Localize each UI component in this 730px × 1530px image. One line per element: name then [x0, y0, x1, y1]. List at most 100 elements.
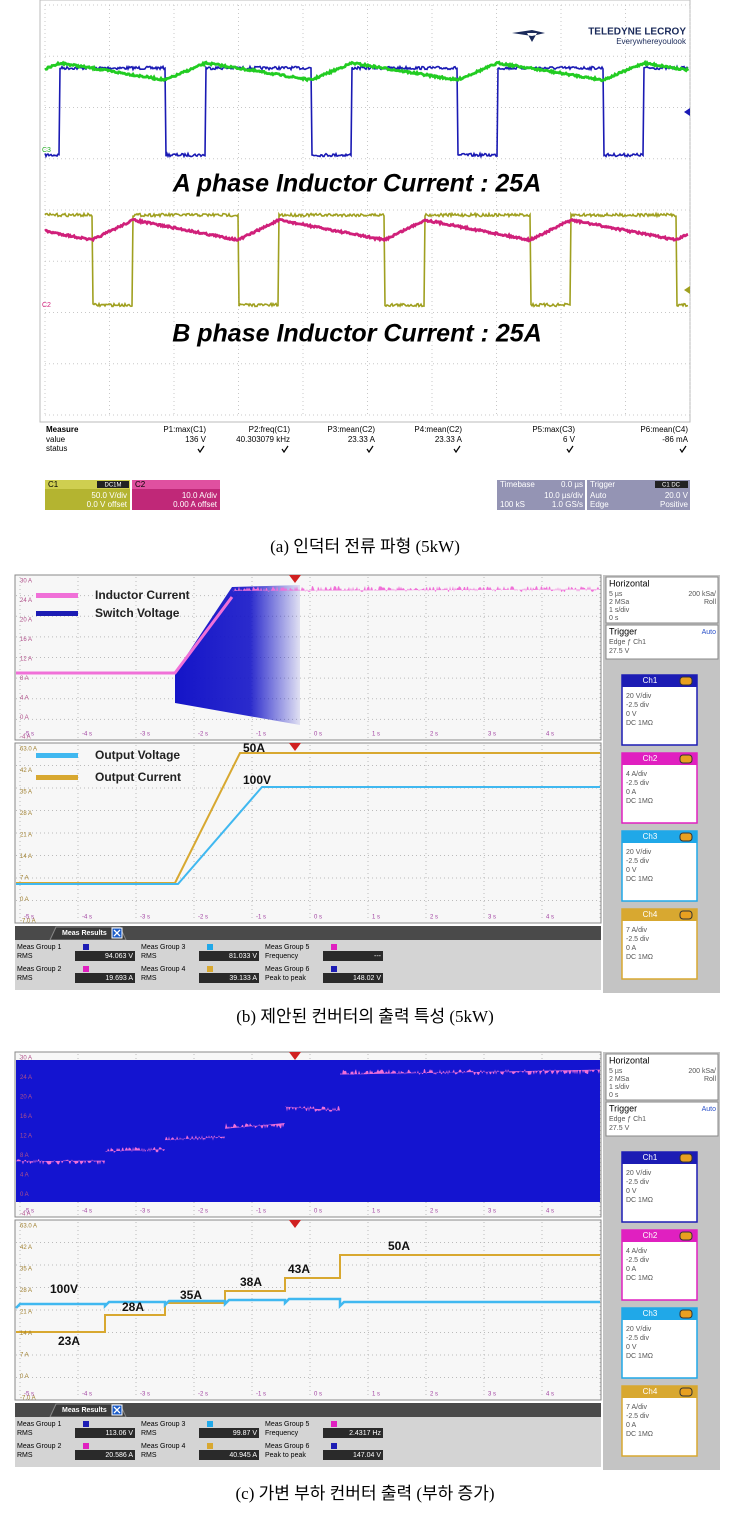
horizontal-line: 0 s [609, 1092, 619, 1099]
inductor-current-band [165, 1135, 225, 1141]
meas-value-bg [75, 951, 135, 961]
timebase-scale: 10.0 µs/div [544, 491, 583, 500]
channel-line: DC 1MΩ [626, 798, 653, 805]
y-tick-label: 28 A [20, 1288, 32, 1294]
y-tick-label: 14 A [20, 854, 32, 860]
legend-label: Output Voltage [95, 748, 180, 762]
channel-line: 0 A [626, 789, 636, 796]
channel-box-header [132, 480, 220, 489]
y-tick-label: -7.0 A [20, 1396, 36, 1402]
logo-tagline: Everywhereyoulook [616, 37, 687, 46]
meas-value-bg [199, 1428, 259, 1438]
meas-group-color [207, 1443, 213, 1449]
meas-value-bg [75, 973, 135, 983]
y-tick-label: -7.0 A [20, 919, 36, 925]
x-tick-label: -4 s [82, 1392, 92, 1398]
meas-value: 81.033 V [229, 953, 257, 960]
x-tick-label: -5 s [24, 1392, 34, 1398]
y-tick-label: 63.0 A [20, 1224, 37, 1230]
channel-header [622, 1308, 697, 1320]
measure-param: P3:mean(C2) [327, 425, 375, 434]
y-tick-label: 20 A [20, 1095, 32, 1101]
meas-value: 2.4317 Hz [349, 1430, 381, 1437]
x-tick-label: -4 s [82, 915, 92, 921]
meas-close-x [113, 1406, 121, 1414]
annotation: 38A [240, 1275, 262, 1289]
channel-offset: 0.00 A offset [173, 500, 218, 509]
trigger-type: Edge [590, 500, 609, 509]
meas-group-color [331, 944, 337, 950]
legend-label: Inductor Current [95, 588, 190, 602]
trigger-line: 27.5 V [609, 1125, 630, 1132]
meas-param: Frequency [265, 1430, 299, 1437]
legend-label: Output Current [95, 770, 181, 784]
level-marker [684, 286, 690, 294]
x-tick-label: 0 s [314, 1209, 322, 1215]
x-tick-label: -1 s [256, 915, 266, 921]
channel-line: -2.5 div [626, 702, 649, 709]
legend-swatch [36, 753, 78, 758]
y-tick-label: 0 A [20, 715, 29, 721]
channel-line: 7 A/div [626, 1404, 648, 1411]
inductor-current-band [232, 586, 600, 592]
meas-close-x [113, 929, 121, 937]
x-tick-label: 4 s [546, 1209, 554, 1215]
channel-offset: 0.0 V offset [87, 500, 128, 509]
channel-toggle [679, 676, 693, 686]
x-tick-label: -4 s [82, 1209, 92, 1215]
legend-swatch [36, 611, 78, 616]
trigger-level: 20.0 V [665, 491, 689, 500]
channel-toggle [679, 1231, 693, 1241]
horizontal-line: 5 µs [609, 1068, 623, 1075]
x-tick-label: 3 s [488, 915, 496, 921]
channel-line: DC 1MΩ [626, 876, 653, 883]
y-tick-label: 35 A [20, 1267, 32, 1273]
y-tick-label: 12 A [20, 657, 32, 663]
switch-waveform-a [44, 64, 689, 159]
channel-name: Ch2 [643, 1231, 658, 1240]
horizontal-box [605, 1053, 719, 1101]
channel-toggle [679, 910, 693, 920]
caption: (b) 제안된 컨버터의 출력 특성 (5kW) [236, 1007, 493, 1026]
status-check [566, 445, 574, 454]
x-tick-label: -2 s [198, 1209, 208, 1215]
channel-line: 7 A/div [626, 927, 648, 934]
trigger-line: Edge ƒ Ch1 [609, 1116, 646, 1123]
caption: (a) 인덕터 전류 파형 (5kW) [270, 537, 460, 556]
timebase-label: Timebase [500, 480, 535, 489]
caption: (c) 가변 부하 컨버터 출력 (부하 증가) [235, 1484, 494, 1503]
channel-toggle [679, 832, 693, 842]
x-tick-label: -5 s [24, 732, 34, 738]
channel-header [622, 831, 697, 843]
channel-scale: 50.0 V/div [91, 491, 127, 500]
y-tick-label: 42 A [20, 768, 32, 774]
channel-badge: DC1M [104, 483, 121, 489]
x-tick-label: -1 s [256, 1392, 266, 1398]
y-tick-label: 16 A [20, 1114, 32, 1120]
channel-toggle [679, 1309, 693, 1319]
x-tick-label: 4 s [546, 732, 554, 738]
channel-header [622, 1230, 697, 1242]
channel-header [622, 1386, 697, 1398]
timebase-delay: 0.0 µs [561, 480, 583, 489]
y-tick-label: -4 A [20, 1212, 31, 1218]
x-tick-label: -3 s [140, 915, 150, 921]
channel-line: 0 V [626, 1188, 637, 1195]
x-tick-label: -3 s [140, 1209, 150, 1215]
meas-value: 40.945 A [229, 1452, 257, 1459]
meas-param: RMS [141, 1452, 157, 1459]
y-tick-label: 28 A [20, 811, 32, 817]
x-tick-label: 1 s [372, 1209, 380, 1215]
x-tick-label: -1 s [256, 732, 266, 738]
meas-group-name: Meas Group 6 [265, 1443, 309, 1450]
measure-value: 136 V [185, 435, 207, 444]
channel-header [622, 909, 697, 921]
x-tick-label: 0 s [314, 732, 322, 738]
meas-group-color [83, 966, 89, 972]
x-tick-label: 0 s [314, 1392, 322, 1398]
meas-group-color [207, 966, 213, 972]
channel-name: C2 [135, 480, 146, 489]
timebase-box [497, 480, 585, 510]
measure-title: Measure [46, 425, 79, 434]
horizontal-mode: Roll [704, 599, 717, 606]
